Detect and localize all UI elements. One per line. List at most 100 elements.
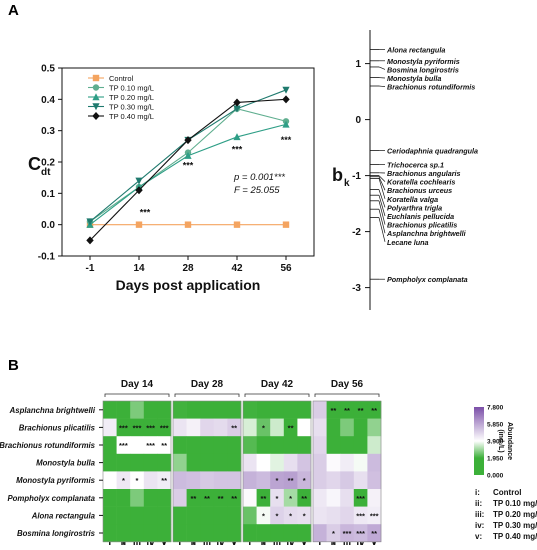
heatmap-cell	[157, 524, 172, 543]
heatmap-significance-label: ***	[119, 423, 128, 432]
heatmap-cell	[213, 489, 228, 507]
heatmap-cell	[157, 489, 172, 507]
heatmap-cell	[270, 436, 285, 455]
heatmap-cell	[313, 418, 327, 437]
heatmap-cell	[200, 524, 215, 543]
bk-species-label: Brachionus rotundiformis	[387, 83, 475, 92]
colorbar-title: Abundance	[506, 422, 513, 460]
significance-label: ***	[140, 207, 151, 217]
heatmap-row-label: Brachionus plicatilis	[19, 423, 96, 432]
heatmap-row-label: Alona rectangula	[31, 511, 96, 520]
key-code: iv:	[475, 521, 484, 530]
heatmap-cell	[143, 524, 158, 543]
bk-species-label: Polyarthra trigla	[387, 203, 442, 212]
heatmap-cell	[116, 436, 131, 455]
bk-species-label: Alona rectangula	[386, 46, 445, 55]
heatmap-cell	[283, 401, 298, 419]
y-axis-label-subscript: dt	[41, 167, 51, 178]
heatmap-cell	[256, 418, 271, 437]
heatmap-significance-label: **	[288, 423, 294, 432]
bk-species-label: Lecane luna	[387, 238, 429, 247]
heatmap-significance-label: **	[330, 406, 336, 415]
series-point	[282, 95, 290, 104]
heatmap-cell	[297, 453, 312, 472]
heatmap-cell	[227, 524, 242, 543]
heatmap-cell	[353, 524, 368, 543]
heatmap-cell	[270, 524, 285, 543]
colorbar-tick-label: 3.900	[487, 439, 504, 446]
heatmap-cell	[116, 524, 131, 543]
bk-species-label: Monostyla bulla	[387, 74, 441, 83]
heatmap-cell	[243, 418, 257, 437]
heatmap-significance-label: *	[289, 494, 292, 503]
key-code: iii:	[475, 510, 484, 519]
heatmap-cell	[143, 418, 158, 437]
p-value-label: p = 0.001***	[233, 172, 285, 183]
heatmap-cell	[173, 418, 187, 437]
heatmap-significance-label: ***	[343, 529, 352, 538]
heatmap-row-label: Monostyla pyriformis	[16, 476, 96, 485]
heatmap-cell	[326, 471, 341, 490]
heatmap-significance-label: **	[301, 494, 307, 503]
heatmap-day-label: Day 42	[261, 379, 294, 390]
heatmap-day-bracket	[174, 393, 240, 397]
heatmap-cell	[326, 506, 341, 525]
heatmap-cell	[173, 471, 187, 490]
heatmap-cell	[353, 471, 368, 490]
heatmap-cell	[157, 418, 172, 437]
heatmap-cell	[256, 436, 271, 455]
heatmap-cell	[270, 471, 285, 490]
x-tick-label: -1	[86, 263, 95, 274]
heatmap-cell	[143, 401, 158, 419]
heatmap-cell	[270, 401, 285, 419]
series-point	[184, 221, 192, 228]
key-label: TP 0.40 mg/L	[493, 532, 537, 541]
heatmap-significance-label: *	[262, 423, 265, 432]
y-tick-label: 0.3	[41, 126, 55, 137]
heatmap-cell	[200, 436, 215, 455]
heatmap-significance-label: **	[371, 529, 377, 538]
y-tick-label: 0.5	[41, 64, 55, 75]
heatmap-cell	[340, 524, 355, 543]
heatmap-cell	[200, 471, 215, 490]
bk-tick-label: -1	[352, 171, 361, 182]
heatmap-significance-label: ***	[356, 529, 365, 538]
heatmap-cell	[173, 524, 187, 543]
bk-species-label: Monostyla pyriformis	[387, 57, 460, 66]
y-axis-label: C	[28, 154, 41, 174]
bk-species-label: Koratella cochlearis	[387, 178, 455, 187]
heatmap-cell	[340, 418, 355, 437]
key-label: TP 0.10 mg/L	[493, 499, 537, 508]
colorbar	[474, 407, 484, 475]
bk-leader	[378, 200, 386, 225]
heatmap-cell	[157, 436, 172, 455]
y-tick-label: 0.4	[41, 95, 55, 106]
heatmap-cell	[297, 436, 312, 455]
heatmap-cell	[143, 489, 158, 507]
heatmap-cell	[227, 471, 242, 490]
bk-tick-label: -2	[352, 227, 361, 238]
heatmap-cell	[186, 489, 201, 507]
heatmap-significance-label: *	[289, 511, 292, 520]
bk-leader	[378, 85, 386, 87]
heatmap-row-label: Brachionus rotundiformis	[0, 441, 96, 450]
bk-tick-label: 1	[355, 59, 361, 70]
x-tick-label: 56	[280, 263, 292, 274]
heatmap-cell	[340, 489, 355, 507]
heatmap-cell	[157, 401, 172, 419]
heatmap-significance-label: **	[231, 494, 237, 503]
y-tick-label: -0.1	[38, 252, 56, 263]
legend-label: TP 0.30 mg/L	[109, 103, 154, 112]
heatmap-cell	[130, 506, 145, 525]
heatmap-significance-label: *	[276, 494, 279, 503]
heatmap-cell	[313, 453, 327, 472]
heatmap-cell	[256, 524, 271, 543]
heatmap-significance-label: *	[276, 511, 279, 520]
heatmap-significance-label: ***	[160, 423, 169, 432]
series-point	[184, 136, 192, 145]
bk-tick-label: 0	[355, 115, 361, 126]
series-point	[233, 98, 241, 107]
heatmap-cell	[143, 506, 158, 525]
heatmap-cell	[367, 471, 382, 490]
heatmap-cell	[130, 401, 145, 419]
